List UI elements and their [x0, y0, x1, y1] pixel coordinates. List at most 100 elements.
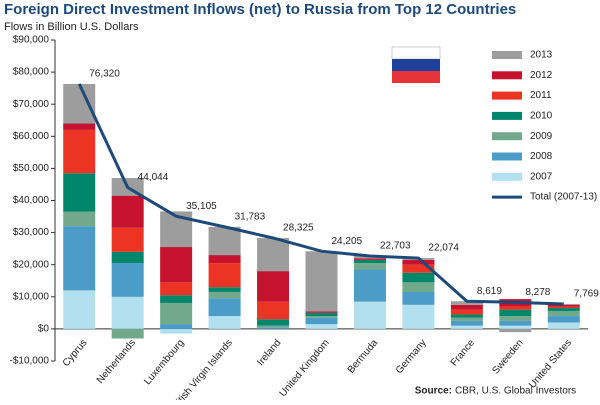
bar-segment [208, 316, 241, 329]
x-tick-label: Germany [394, 338, 429, 377]
x-tick-label: United Kingdom [278, 338, 332, 400]
legend-label: 2009 [530, 131, 553, 142]
bar-segment [208, 291, 241, 299]
bar-segment [63, 211, 96, 227]
bar-segment [402, 259, 435, 265]
y-tick-label: $60,000 [13, 131, 50, 142]
bar-segment [547, 303, 580, 305]
legend-label: 2012 [530, 70, 553, 81]
legend-label: 2007 [530, 171, 553, 182]
bar-segment [111, 328, 144, 339]
bar-segment [208, 287, 241, 292]
bar-segment [208, 226, 241, 256]
bar-segment [402, 264, 435, 273]
bar-segment [499, 320, 532, 326]
bar-segment [353, 269, 386, 302]
y-tick-label: $70,000 [13, 99, 50, 110]
bar-segment [547, 316, 580, 323]
value-label: 76,320 [89, 69, 120, 80]
bar-segment [257, 301, 290, 320]
x-tick-label: Bermuda [346, 337, 381, 375]
x-tick-label: Sweeden [490, 338, 525, 377]
bar-segment [402, 304, 435, 329]
bar-segment [402, 291, 435, 305]
legend-swatch [492, 172, 522, 181]
y-tick-label: $30,000 [13, 227, 50, 238]
bar-segment [63, 173, 96, 212]
bar-segment [305, 317, 338, 325]
bar-segment [208, 263, 241, 288]
bar-segment [257, 271, 290, 302]
bar-segment [111, 227, 144, 252]
x-tick-label: United States [527, 338, 574, 391]
bar-segment [450, 317, 483, 321]
bar-segment [499, 306, 532, 310]
value-label: 8,619 [477, 286, 502, 297]
value-label: 22,703 [380, 241, 411, 252]
bar-segment [63, 83, 96, 124]
bar-segment [63, 226, 96, 291]
bar-segment [499, 325, 532, 329]
bar-segment [305, 324, 338, 329]
legend-swatch [492, 71, 522, 80]
bar-segment [450, 301, 483, 305]
bar-segment [450, 314, 483, 318]
bar-segment [160, 295, 193, 304]
bar-segment [305, 311, 338, 313]
y-tick-label: $0 [38, 324, 50, 335]
bar-segment [450, 325, 483, 329]
bar-segment [547, 311, 580, 317]
legend-swatch [492, 152, 522, 161]
y-tick-label: $90,000 [13, 35, 50, 46]
legend-label: 2008 [530, 151, 553, 162]
bar-segment [160, 328, 193, 334]
bar-segment [305, 312, 338, 317]
legend-label: 2013 [530, 50, 553, 61]
bar-segment [402, 282, 435, 292]
value-label: 22,074 [428, 243, 459, 254]
bar-segment [257, 325, 290, 328]
chart-subtitle: Flows in Billion U.S. Dollars [4, 21, 139, 33]
legend-swatch [492, 51, 522, 59]
bar-segment [160, 282, 193, 296]
bar-segment [353, 259, 386, 264]
bar-segment [63, 123, 96, 130]
x-tick-label: Luxembourg [142, 338, 186, 388]
bar-segment [305, 251, 338, 312]
bar-segment [160, 247, 193, 283]
bar-segment [499, 316, 532, 321]
bar-segment [547, 308, 580, 312]
y-tick-label: $10,000 [13, 291, 50, 302]
y-tick-label: $40,000 [13, 195, 50, 206]
legend-swatch [492, 111, 522, 120]
x-tick-label: Ireland [255, 338, 283, 368]
bar-segment [63, 129, 96, 174]
value-label: 8,278 [525, 287, 550, 298]
y-tick-label: $20,000 [13, 259, 50, 270]
bar-segment [111, 296, 144, 329]
y-tick-label: $50,000 [13, 163, 50, 174]
legend-swatch [492, 91, 522, 100]
russia-flag [391, 46, 441, 83]
legend-label: 2011 [530, 90, 552, 101]
source: CBR, U.S. Global Investors [455, 386, 576, 397]
bar-segment [257, 327, 290, 329]
bar-segment [547, 306, 580, 309]
bar-segment [547, 304, 580, 307]
bar-segment [353, 301, 386, 329]
bar-segment [450, 309, 483, 315]
value-label: 28,325 [283, 223, 314, 234]
y-tick-label: -$10,000 [10, 356, 50, 367]
x-tick-label: Netherlands [95, 338, 138, 386]
value-label: 7,769 [574, 289, 599, 300]
bar-segment [257, 238, 290, 272]
legend-label: Total (2007-13) [530, 192, 597, 203]
bar-segment [160, 324, 193, 329]
bar-segment [111, 251, 144, 264]
bar-segment [111, 195, 144, 228]
value-label: 44,044 [138, 172, 169, 183]
x-tick-label: France [449, 337, 478, 368]
bar-segment [353, 258, 386, 260]
